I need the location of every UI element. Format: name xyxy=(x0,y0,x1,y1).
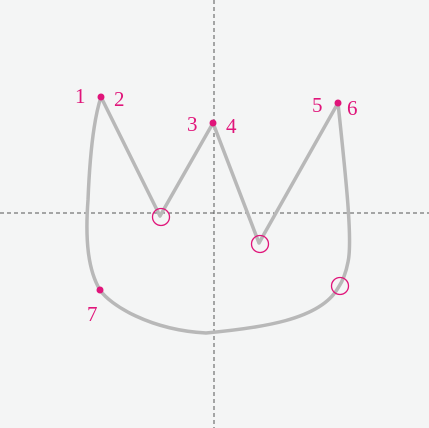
point-label-1: 1 xyxy=(75,84,86,108)
point-marker-3 xyxy=(209,119,217,127)
open-point-marker xyxy=(151,207,171,227)
point-label-7: 7 xyxy=(87,302,98,326)
point-label-4: 4 xyxy=(226,114,237,138)
point-label-3: 3 xyxy=(187,112,198,136)
point-marker-5 xyxy=(334,99,342,107)
point-label-5: 5 xyxy=(312,93,323,117)
glyph-stroke-path xyxy=(85,95,352,335)
point-label-2: 2 xyxy=(114,87,125,111)
point-label-6: 6 xyxy=(347,96,358,120)
point-marker-7 xyxy=(96,286,104,294)
open-point-marker xyxy=(250,234,270,254)
open-point-marker xyxy=(330,276,350,296)
point-marker-1 xyxy=(97,93,105,101)
